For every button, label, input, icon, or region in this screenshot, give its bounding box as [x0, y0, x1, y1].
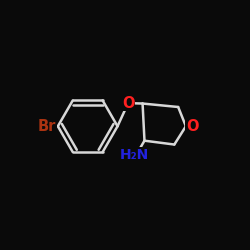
Text: Br: Br	[38, 119, 56, 134]
Text: O: O	[122, 96, 134, 111]
Text: O: O	[186, 119, 198, 134]
Text: H₂N: H₂N	[120, 148, 149, 162]
